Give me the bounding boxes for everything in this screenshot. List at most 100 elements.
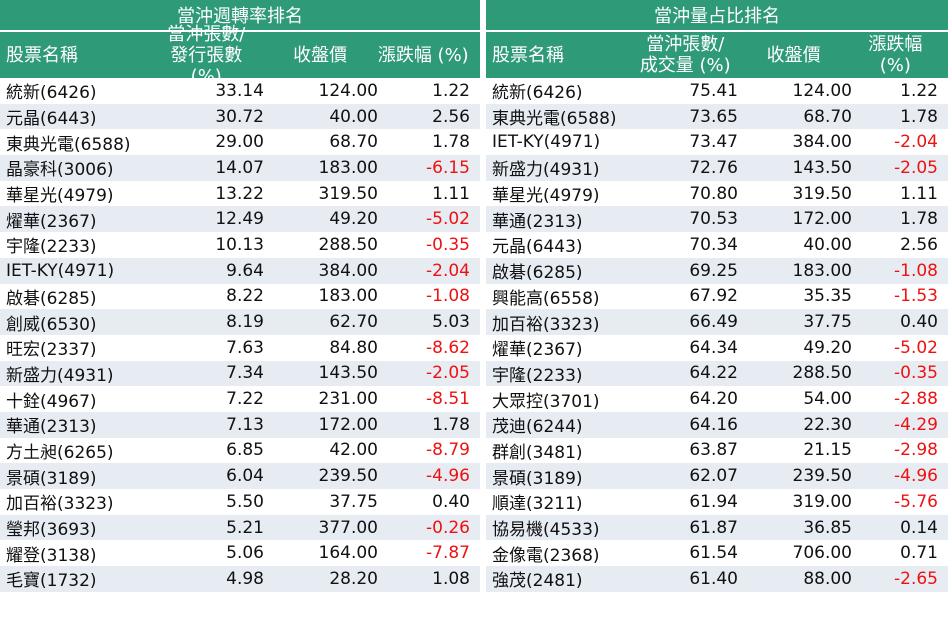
close-price-cell: 88.00	[803, 568, 852, 589]
header-close: 收盤價	[766, 44, 821, 66]
table-row: 毛寶(1732) 4.98 28.20 1.08	[0, 566, 480, 592]
stock-name-cell: 協易機(4533)	[492, 520, 600, 541]
stock-name-cell: 順達(3211)	[492, 494, 583, 515]
close-price-cell: 124.00	[318, 80, 378, 101]
table-row: 瑩邦(3693) 5.21 377.00 -0.26	[0, 514, 480, 541]
close-price-cell: 42.00	[329, 440, 378, 461]
table-row: IET-KY(4971) 9.64 384.00 -2.04	[0, 257, 480, 284]
close-price-cell: 68.70	[803, 106, 852, 127]
close-price-cell: 164.00	[318, 543, 378, 564]
stock-name-cell: 瑩邦(3693)	[6, 520, 97, 541]
ratio-cell: 13.22	[215, 183, 264, 204]
close-price-cell: 384.00	[318, 260, 378, 281]
table-row: 景碩(3189) 62.07 239.50 -4.96	[486, 463, 948, 489]
change-cell: 2.56	[900, 234, 938, 255]
stock-name-cell: 創威(6530)	[6, 314, 97, 335]
table-body: 統新(6426) 75.41 124.00 1.22 東典光電(6588) 73.65 68…	[486, 78, 948, 592]
change-cell: 1.78	[432, 132, 470, 153]
stock-name-cell: 華星光(4979)	[492, 186, 600, 207]
change-cell: -2.98	[894, 440, 938, 461]
ratio-cell: 8.19	[226, 312, 264, 333]
ratio-cell: 33.14	[215, 80, 264, 101]
stock-name-cell: 方土昶(6265)	[6, 442, 114, 463]
close-price-cell: 288.50	[792, 363, 852, 384]
change-cell: 1.08	[432, 568, 470, 589]
stock-name-cell: 新盛力(4931)	[6, 365, 114, 386]
change-cell: -7.87	[426, 543, 470, 564]
ratio-cell: 64.34	[689, 337, 738, 358]
change-cell: 1.11	[900, 183, 938, 204]
header-change: 漲跌幅 (%)	[377, 44, 469, 66]
table-row: 協易機(4533) 61.87 36.85 0.14	[486, 514, 948, 541]
header-change: 漲跌幅 (%)	[868, 34, 923, 76]
stock-name-cell: 景碩(3189)	[492, 468, 583, 489]
table-row: 宇隆(2233) 64.22 288.50 -0.35	[486, 360, 948, 387]
ratio-cell: 75.41	[689, 80, 738, 101]
close-price-cell: 183.00	[318, 157, 378, 178]
table-row: 啟碁(6285) 69.25 183.00 -1.08	[486, 257, 948, 284]
ratio-cell: 12.49	[215, 209, 264, 230]
table-row: 強茂(2481) 61.40 88.00 -2.65	[486, 566, 948, 592]
change-cell: 1.78	[432, 414, 470, 435]
table-title: 當沖量占比排名	[486, 0, 948, 30]
stock-name-cell: 元晶(6443)	[492, 237, 583, 258]
table-title: 當沖週轉率排名	[0, 0, 480, 30]
day-trade-volume-share-table: 當沖量占比排名 股票名稱 當沖張數/ 成交量 (%) 收盤價 漲跌幅 (%) 統…	[486, 0, 948, 592]
change-cell: -2.05	[426, 363, 470, 384]
table-row: 順達(3211) 61.94 319.00 -5.76	[486, 489, 948, 515]
table-row: 統新(6426) 33.14 124.00 1.22	[0, 78, 480, 104]
header-ratio-line2: 成交量 (%)	[639, 55, 731, 76]
ratio-cell: 61.94	[689, 491, 738, 512]
header-ratio-line1: 當沖張數/	[646, 34, 725, 55]
change-cell: -2.04	[894, 132, 938, 153]
stock-name-cell: 加百裕(3323)	[492, 314, 600, 335]
table-row: 十銓(4967) 7.22 231.00 -8.51	[0, 386, 480, 412]
stock-name-cell: 華通(2313)	[6, 417, 97, 438]
table-row: 元晶(6443) 30.72 40.00 2.56	[0, 103, 480, 130]
ratio-cell: 64.22	[689, 363, 738, 384]
ratio-cell: 63.87	[689, 440, 738, 461]
stock-name-cell: 加百裕(3323)	[6, 494, 114, 515]
day-trade-turnover-table: 當沖週轉率排名 股票名稱 當沖張數/ 發行張數 (%) 收盤價 漲跌幅 (%) …	[0, 0, 480, 592]
stock-name-cell: 金像電(2368)	[492, 545, 600, 566]
close-price-cell: 239.50	[792, 466, 852, 487]
table-row: 華通(2313) 70.53 172.00 1.78	[486, 206, 948, 233]
change-cell: 1.78	[900, 209, 938, 230]
stock-name-cell: 茂迪(6244)	[492, 417, 583, 438]
table-row: 創威(6530) 8.19 62.70 5.03	[0, 309, 480, 335]
close-price-cell: 172.00	[318, 414, 378, 435]
table-row: 統新(6426) 75.41 124.00 1.22	[486, 78, 948, 104]
stock-name-cell: IET-KY(4971)	[6, 260, 115, 281]
change-cell: -1.08	[894, 260, 938, 281]
stock-name-cell: 東典光電(6588)	[6, 134, 131, 155]
close-price-cell: 183.00	[792, 260, 852, 281]
stock-name-cell: 興能高(6558)	[492, 288, 600, 309]
table-row: 晶豪科(3006) 14.07 183.00 -6.15	[0, 155, 480, 181]
close-price-cell: 35.35	[803, 286, 852, 307]
ratio-cell: 61.40	[689, 568, 738, 589]
ratio-cell: 66.49	[689, 312, 738, 333]
change-cell: -5.02	[894, 337, 938, 358]
change-cell: -0.35	[894, 363, 938, 384]
close-price-cell: 319.50	[318, 183, 378, 204]
close-price-cell: 68.70	[329, 132, 378, 153]
ratio-cell: 62.07	[689, 466, 738, 487]
stock-name-cell: 景碩(3189)	[6, 468, 97, 489]
stock-name-cell: 統新(6426)	[6, 83, 97, 104]
table-row: 加百裕(3323) 66.49 37.75 0.40	[486, 309, 948, 335]
header-ratio: 當沖張數/ 發行張數 (%)	[153, 24, 268, 87]
table-row: 耀登(3138) 5.06 164.00 -7.87	[0, 540, 480, 566]
ratio-cell: 67.92	[689, 286, 738, 307]
table-row: 興能高(6558) 67.92 35.35 -1.53	[486, 284, 948, 310]
ratio-cell: 61.87	[689, 517, 738, 538]
ratio-cell: 7.34	[226, 363, 264, 384]
ratio-cell: 10.13	[215, 234, 264, 255]
change-cell: 0.40	[432, 491, 470, 512]
stock-name-cell: 十銓(4967)	[6, 391, 97, 412]
close-price-cell: 172.00	[792, 209, 852, 230]
table-row: 元晶(6443) 70.34 40.00 2.56	[486, 232, 948, 258]
table-row: 大眾控(3701) 64.20 54.00 -2.88	[486, 386, 948, 412]
table-row: 燿華(2367) 64.34 49.20 -5.02	[486, 335, 948, 361]
stock-name-cell: 燿華(2367)	[492, 340, 583, 361]
change-cell: -4.96	[426, 466, 470, 487]
